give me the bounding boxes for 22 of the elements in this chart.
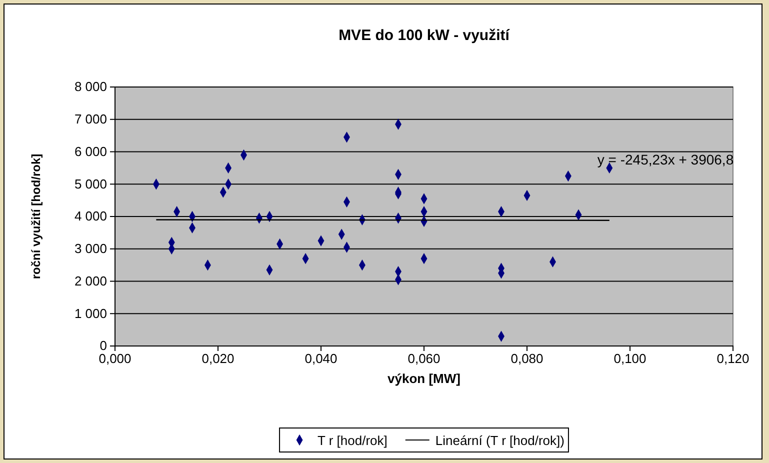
y-tick-label: 3 000 (74, 241, 107, 256)
annotation: y = -245,23x + 3906,8 (597, 151, 734, 168)
x-tick-label: 0,100 (614, 351, 646, 366)
legend-label: T r [hod/rok] (318, 433, 388, 448)
legend-label: Lineární (T r [hod/rok]) (435, 433, 564, 448)
y-tick-label: 5 000 (74, 176, 107, 192)
x-tick-label: 0,120 (716, 351, 750, 366)
y-tick-label: 0 (100, 338, 107, 354)
y-tick-label: 2 000 (74, 273, 107, 288)
y-tick-label: 7 000 (74, 112, 107, 127)
y-tick-label: 4 000 (74, 208, 107, 224)
x-axis-title: výkon [MW] (388, 371, 460, 386)
y-axis-title: roční využití [hod/rok] (29, 154, 43, 280)
y-tick-label: 1 000 (74, 306, 107, 321)
x-tick-label: 0,080 (510, 351, 544, 366)
x-tick-label: 0,000 (98, 351, 132, 366)
chart-title: MVE do 100 kW - využití (338, 27, 510, 44)
y-tick-label: 8 000 (74, 79, 107, 94)
x-tick-label: 0,060 (408, 351, 440, 366)
y-tick-label: 6 000 (74, 144, 107, 159)
x-tick-label: 0,040 (304, 351, 338, 366)
x-tick-label: 0,020 (202, 351, 234, 366)
